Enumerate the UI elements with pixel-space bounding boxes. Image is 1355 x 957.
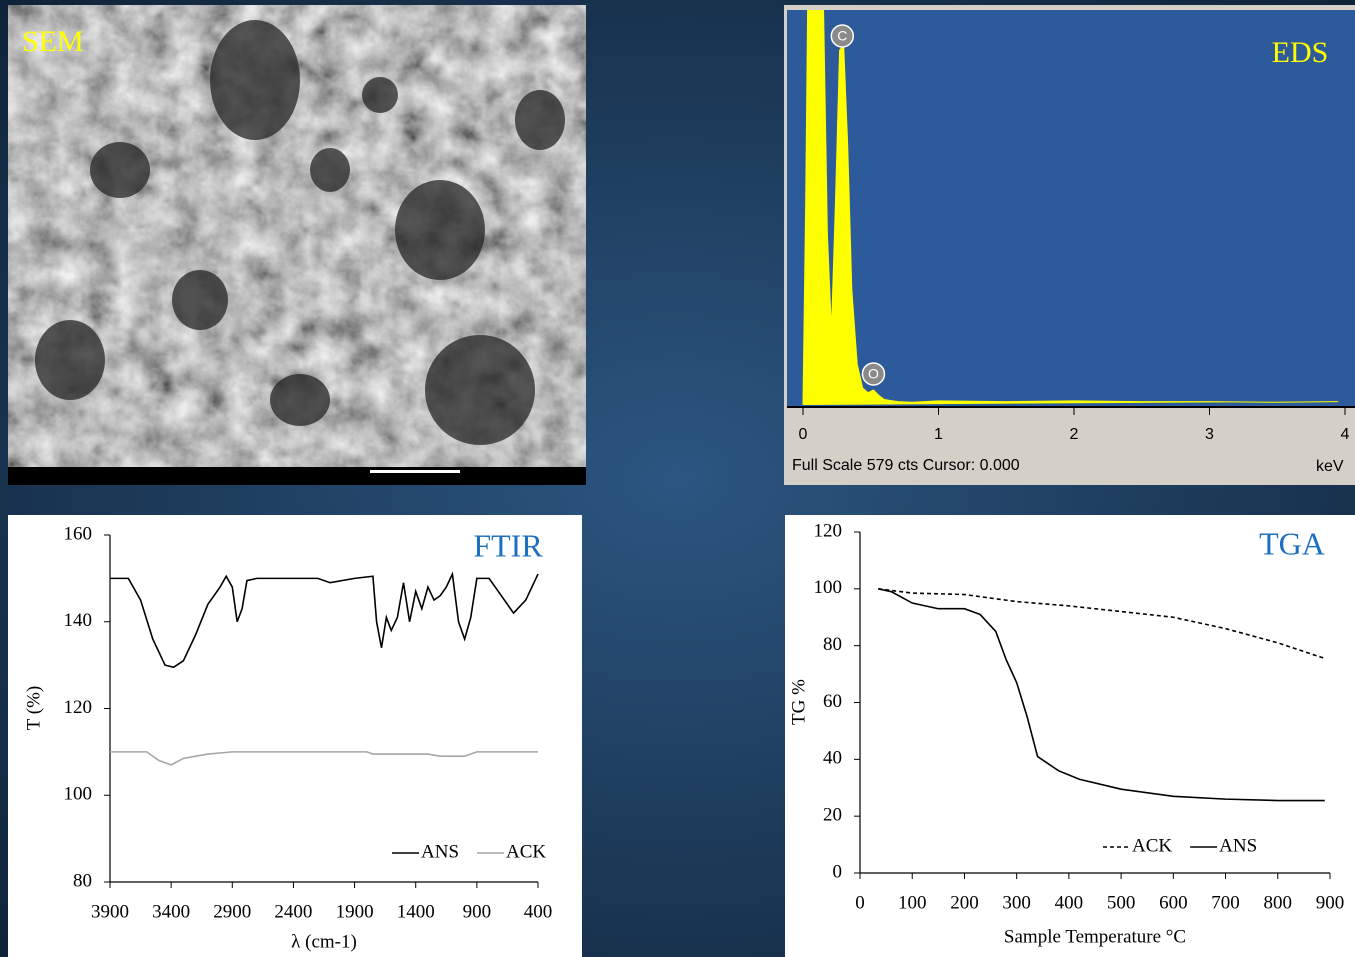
x-tick-label: 2 — [1070, 426, 1079, 443]
y-tick-label: 160 — [64, 523, 93, 544]
y-axis-label: T (%) — [23, 686, 44, 731]
sem-label: SEM — [22, 25, 84, 58]
y-tick-label: 120 — [64, 697, 93, 718]
x-tick-label: 2400 — [274, 901, 312, 922]
y-tick-label: 20 — [823, 805, 842, 826]
chart-title: FTIR — [473, 527, 543, 563]
x-tick-label: 3 — [1205, 426, 1214, 443]
x-tick-label: 4 — [1341, 426, 1350, 443]
y-tick-label: 60 — [823, 691, 842, 712]
peak-label: O — [868, 366, 879, 382]
x-tick-label: 300 — [1002, 892, 1031, 913]
x-tick-label: 0 — [799, 426, 808, 443]
x-tick-label: 2900 — [213, 901, 251, 922]
legend-label: ANS — [1219, 835, 1257, 856]
x-tick-label: 900 — [1316, 892, 1345, 913]
x-tick-label: 700 — [1211, 892, 1240, 913]
legend-label: ANS — [421, 841, 459, 862]
chart-title: TGA — [1259, 525, 1325, 561]
y-tick-label: 80 — [823, 634, 842, 655]
x-tick-label: 600 — [1159, 892, 1188, 913]
eds-plot-area — [787, 10, 1355, 406]
y-tick-label: 120 — [814, 520, 843, 541]
x-axis-label: λ (cm-1) — [291, 931, 357, 952]
x-tick-label: 800 — [1264, 892, 1293, 913]
chart-title: EDS — [1272, 36, 1329, 69]
y-tick-label: 100 — [64, 784, 93, 805]
x-tick-label: 200 — [950, 892, 979, 913]
y-tick-label: 40 — [823, 748, 842, 769]
legend-label: ACK — [1132, 835, 1172, 856]
ftir-panel — [8, 515, 582, 957]
x-tick-label: 1900 — [336, 901, 374, 922]
legend-label: ACK — [506, 841, 546, 862]
x-tick-label: 1 — [934, 426, 943, 443]
y-tick-label: 100 — [814, 577, 843, 598]
x-unit: keV — [1316, 458, 1344, 475]
y-axis-label: TG % — [788, 679, 809, 725]
x-tick-label: 1400 — [397, 901, 435, 922]
sem-info-bar — [8, 467, 586, 485]
page: {"image": {"label": "SEM"}, "chart_data"… — [0, 0, 1355, 957]
x-tick-label: 400 — [524, 901, 553, 922]
x-tick-label: 3900 — [91, 901, 129, 922]
y-tick-label: 140 — [64, 610, 93, 631]
y-tick-label: 0 — [833, 861, 843, 882]
x-tick-label: 500 — [1107, 892, 1136, 913]
x-tick-label: 3400 — [152, 901, 190, 922]
peak-label: C — [837, 28, 847, 44]
x-tick-label: 400 — [1055, 892, 1084, 913]
tga-panel — [785, 515, 1355, 957]
slide: SEM 0 1 2 3 4 C O Full Scale 579 cts Cursor: 0.… — [0, 0, 1355, 957]
sem-image: SEM — [8, 5, 586, 485]
x-tick-label: 900 — [463, 901, 492, 922]
eds-footer: Full Scale 579 cts Cursor: 0.000 — [792, 457, 1020, 474]
y-tick-label: 80 — [73, 870, 92, 891]
x-tick-label: 100 — [898, 892, 927, 913]
x-tick-label: 0 — [855, 892, 865, 913]
scale-bar — [370, 470, 460, 473]
x-axis-label: Sample Temperature °C — [1004, 926, 1186, 947]
